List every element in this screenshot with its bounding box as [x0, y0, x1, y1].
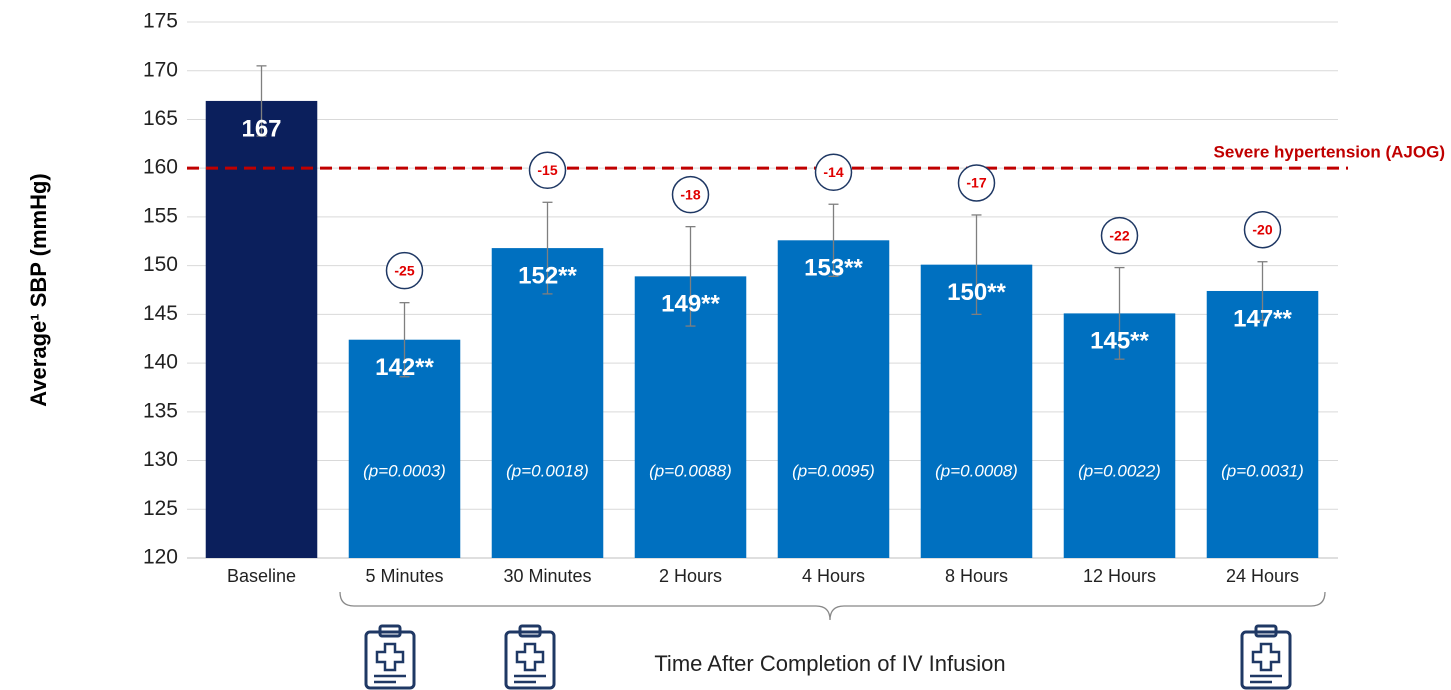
x-tick-label: 12 Hours	[1083, 566, 1156, 586]
value-label: 145**	[1090, 328, 1149, 355]
change-badge	[957, 164, 996, 202]
bar	[205, 100, 318, 559]
y-tick-label: 150	[143, 253, 178, 276]
change-label: -17	[966, 175, 986, 191]
y-tick-label: 160	[143, 156, 178, 179]
x-tick-label: 8 Hours	[945, 566, 1008, 586]
value-label: 142**	[375, 354, 434, 381]
change-badge	[1100, 216, 1139, 255]
y-tick-label: 155	[143, 204, 178, 227]
p-value-label: (p=0.0095)	[792, 461, 875, 480]
value-label: 153**	[804, 255, 863, 282]
value-label: 167	[241, 115, 281, 142]
p-value-label: (p=0.0088)	[649, 461, 732, 480]
bracket	[339, 591, 1326, 621]
p-value-label: (p=0.0031)	[1221, 461, 1304, 480]
y-tick-label: 140	[143, 351, 178, 374]
y-tick-label: 175	[143, 10, 178, 33]
y-tick-label: 165	[143, 107, 178, 130]
change-label: -25	[394, 262, 414, 278]
change-badge	[385, 251, 424, 290]
change-label: -20	[1252, 221, 1272, 237]
change-label: -22	[1109, 227, 1129, 243]
y-tick-label: 145	[143, 302, 178, 325]
p-value-label: (p=0.0018)	[506, 461, 589, 480]
x-tick-label: 24 Hours	[1226, 566, 1299, 586]
x-tick-label: 30 Minutes	[503, 566, 591, 586]
y-axis-label: Average¹ SBP (mmHg)	[26, 173, 51, 407]
y-tick-label: 120	[143, 546, 178, 569]
x-tick-label: 4 Hours	[802, 566, 865, 586]
bar	[777, 240, 890, 558]
x-tick-label: 5 Minutes	[365, 566, 443, 586]
change-label: -18	[680, 186, 700, 202]
bar	[1206, 290, 1319, 558]
change-label: -15	[537, 162, 557, 178]
bar	[491, 248, 604, 558]
change-label: -14	[823, 164, 843, 180]
y-tick-label: 135	[143, 399, 178, 422]
x-axis-label: Time After Completion of IV Infusion	[654, 651, 1005, 676]
value-label: 147**	[1233, 305, 1292, 332]
reference-label: Severe hypertension (AJOG)	[1214, 142, 1445, 161]
value-label: 150**	[947, 279, 1006, 306]
x-tick-label: Baseline	[227, 566, 296, 586]
value-label: 152**	[518, 262, 577, 289]
change-badge	[1243, 210, 1282, 249]
x-tick-label: 2 Hours	[659, 566, 722, 586]
change-badge	[671, 175, 710, 214]
change-badge	[814, 153, 853, 191]
p-value-label: (p=0.0008)	[935, 461, 1018, 480]
clipboard-icons	[364, 624, 1292, 690]
y-tick-label: 125	[143, 497, 178, 520]
p-value-label: (p=0.0022)	[1078, 461, 1161, 480]
p-value-label: (p=0.0003)	[363, 461, 446, 480]
y-tick-label: 130	[143, 448, 178, 471]
change-badge	[528, 151, 567, 190]
y-tick-label: 170	[143, 58, 178, 81]
value-label: 149**	[661, 291, 720, 318]
